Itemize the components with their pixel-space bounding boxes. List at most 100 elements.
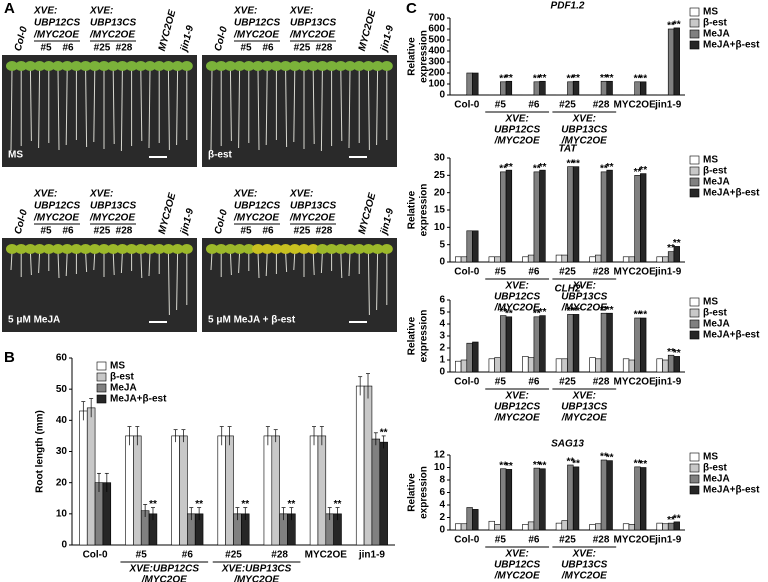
seedling-leaves <box>215 61 228 71</box>
photo <box>2 238 197 332</box>
group-label: UBP13CS <box>561 402 607 413</box>
group-label: /MYC2OE <box>33 30 79 41</box>
significance-label: ** <box>533 73 541 84</box>
legend-label: MeJA <box>703 319 730 330</box>
group-label: UBP13CS <box>290 201 336 212</box>
bar <box>572 80 580 96</box>
significance-label: ** <box>634 73 642 84</box>
group-label: /MYC2OE <box>233 213 279 224</box>
seedling-root <box>340 68 343 142</box>
legend-swatch <box>689 155 700 165</box>
seedling-leaves <box>70 61 83 71</box>
x-tick-label: #28 <box>593 535 610 546</box>
significance-label: ** <box>566 306 574 317</box>
bar <box>673 27 680 96</box>
significance-label: ** <box>241 499 249 510</box>
seedling-leaves <box>24 244 37 254</box>
column-label: #6 <box>262 43 274 54</box>
bar <box>673 356 680 373</box>
seedling-leaves <box>270 244 283 254</box>
bar <box>640 317 647 373</box>
group-label: UBP12CS <box>234 201 280 212</box>
significance-label: ** <box>499 164 507 175</box>
group-label: UBP13CS <box>561 560 607 571</box>
bar <box>667 28 675 96</box>
x-tick-label: Col-0 <box>454 267 479 278</box>
significance-label: ** <box>539 460 547 471</box>
seedling-root <box>120 68 123 152</box>
significance-label: ** <box>195 499 203 510</box>
y-axis-label: Relative <box>407 37 418 76</box>
group-label: XVE: <box>89 6 113 17</box>
bar <box>455 360 462 373</box>
bar <box>505 316 513 373</box>
legend-swatch <box>689 177 700 187</box>
legend-label: MeJA+β-est <box>703 40 760 51</box>
bar <box>460 359 468 373</box>
bar <box>589 256 596 263</box>
seedling-root <box>210 251 213 271</box>
seedling-root <box>312 68 315 145</box>
seedling-leaves <box>180 244 193 254</box>
y-tick-label: 10 <box>434 222 446 233</box>
legend-swatch <box>689 29 700 39</box>
seedling-root <box>140 68 143 142</box>
group-label: UBP13CS <box>290 18 336 29</box>
bar <box>589 524 596 531</box>
y-axis-label: expression <box>419 466 430 519</box>
x-tick-label: Col-0 <box>454 100 479 111</box>
seedling-leaves <box>33 61 46 71</box>
bar <box>561 520 568 531</box>
x-tick-label: MYC2OE <box>614 377 657 388</box>
legend-swatch <box>689 463 700 473</box>
seedling-root <box>85 68 88 148</box>
legend-label: β-est <box>703 166 728 177</box>
seedling-leaves <box>380 244 393 254</box>
bar <box>628 256 635 263</box>
group-label: XVE: <box>504 549 528 560</box>
y-tick-label: 30 <box>56 446 68 457</box>
legend-label: β-est <box>703 308 728 319</box>
seedling-leaves <box>206 61 218 71</box>
seedling-leaves <box>6 244 18 254</box>
seedling-root <box>65 251 68 277</box>
column-label: #6 <box>62 226 74 237</box>
y-tick-label: 3 <box>439 331 445 342</box>
seedling-root <box>367 68 370 151</box>
y-tick-label: 30 <box>434 153 446 164</box>
x-tick-label: #6 <box>182 550 194 561</box>
group-label: XVE: <box>572 391 596 402</box>
seedling-leaves <box>316 244 329 254</box>
legend-label: MeJA+β-est <box>110 394 167 405</box>
column-label: #5 <box>40 226 52 237</box>
seedling-leaves <box>242 61 255 71</box>
legend-label: β-est <box>703 18 728 29</box>
bar <box>363 385 373 546</box>
seedling-root <box>85 251 88 273</box>
bar <box>606 80 613 96</box>
chart-title: SAG13 <box>551 439 584 450</box>
legend-swatch <box>96 383 107 393</box>
bar <box>225 435 234 546</box>
seedling-leaves <box>52 61 64 71</box>
bar <box>466 230 473 263</box>
group-label: /MYC2OE <box>233 575 279 582</box>
x-tick-label: #28 <box>593 377 610 388</box>
legend-swatch <box>689 485 700 495</box>
y-tick-label: 15 <box>434 205 446 216</box>
x-tick-label: Col-0 <box>454 535 479 546</box>
significance-label: ** <box>673 514 681 525</box>
y-tick-label: 300 <box>428 57 445 68</box>
bar <box>472 72 479 96</box>
column-label: #28 <box>316 43 333 54</box>
seedling-leaves <box>261 244 274 254</box>
seedling-leaves <box>107 244 120 254</box>
x-tick-label: #5 <box>136 550 148 561</box>
seedling-leaves <box>215 244 228 254</box>
column-label: #25 <box>294 226 311 237</box>
seedling-leaves <box>224 61 237 71</box>
legend-label: β-est <box>110 372 135 383</box>
seedling-root <box>340 251 343 279</box>
legend-swatch <box>689 308 700 318</box>
bar <box>79 410 88 546</box>
